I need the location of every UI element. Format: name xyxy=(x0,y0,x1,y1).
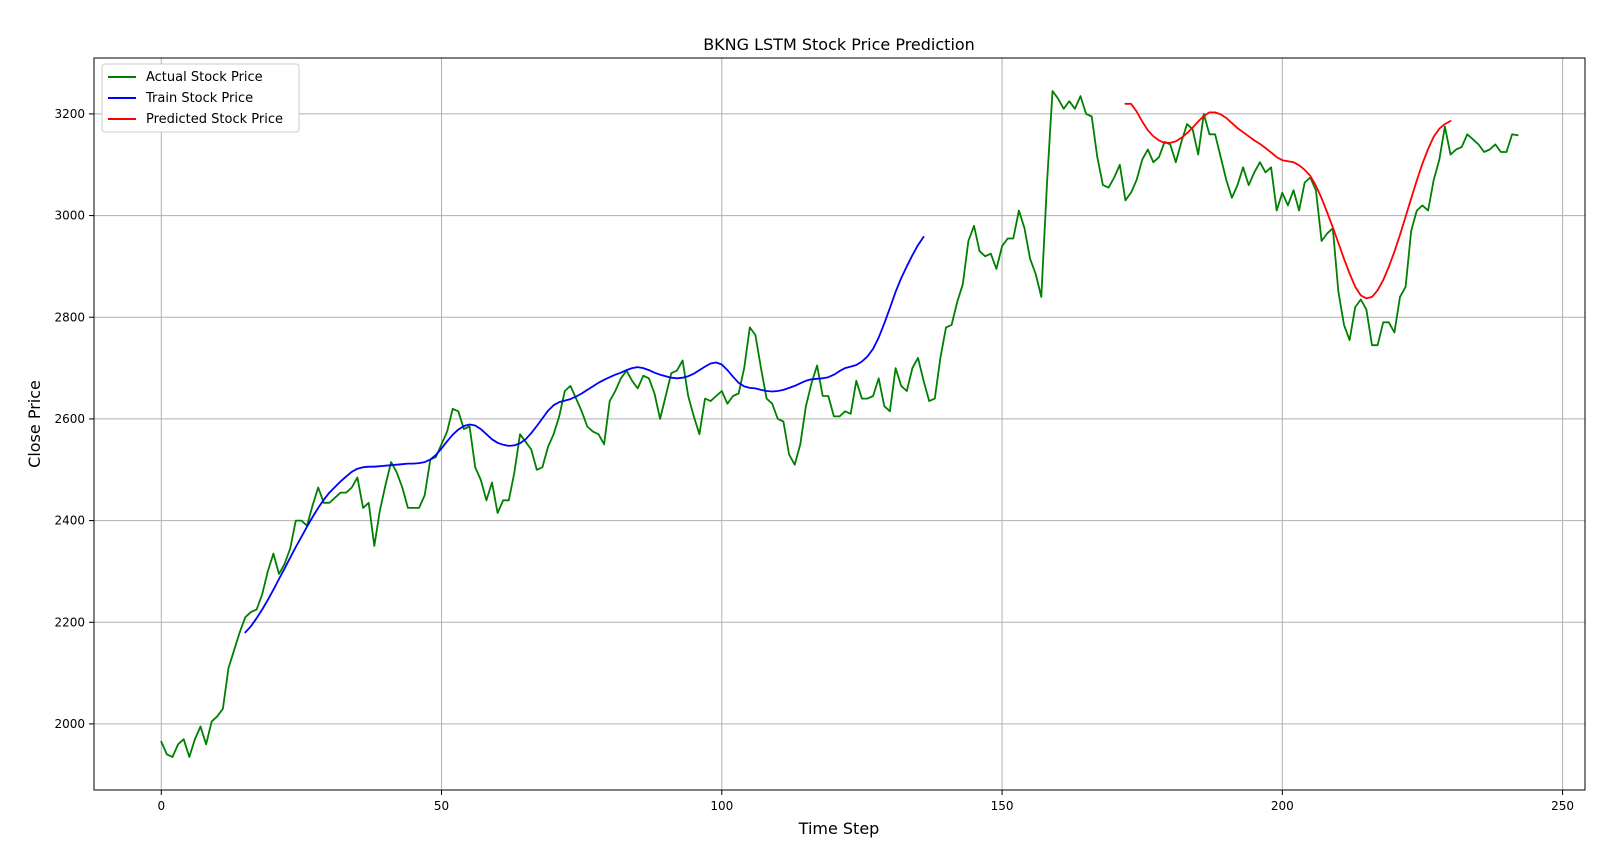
x-tick-label: 100 xyxy=(710,799,733,813)
train-price-line xyxy=(244,235,925,634)
plot-frame xyxy=(93,57,1586,791)
x-tick-label: 250 xyxy=(1551,799,1574,813)
y-tick-label: 2800 xyxy=(54,310,85,324)
legend-label-train: Train Stock Price xyxy=(145,91,253,106)
y-tick-label: 2600 xyxy=(54,412,85,426)
y-tick-label: 2200 xyxy=(54,615,85,629)
x-axis-title: Time Step xyxy=(798,819,880,838)
y-tick-label: 2000 xyxy=(54,717,85,731)
legend: Actual Stock Price Train Stock Price Pre… xyxy=(101,63,300,133)
y-tick-label: 3200 xyxy=(54,107,85,121)
chart-title: BKNG LSTM Stock Price Prediction xyxy=(703,35,975,54)
x-tick-label: 50 xyxy=(434,799,449,813)
actual-price-line xyxy=(160,90,1519,758)
y-axis-title: Close Price xyxy=(25,380,44,468)
x-tick-label: 0 xyxy=(157,799,165,813)
legend-label-actual: Actual Stock Price xyxy=(146,70,263,85)
predicted-price-line xyxy=(1124,102,1452,300)
y-tick-label: 3000 xyxy=(54,209,85,223)
legend-box xyxy=(101,63,300,133)
x-tick-label: 200 xyxy=(1271,799,1294,813)
series-lines xyxy=(160,90,1519,758)
axis-ticks: 0 50 100 150 200 250 2000 2200 2400 2600 2800 3000 3… xyxy=(54,107,1574,813)
x-tick-label: 150 xyxy=(991,799,1014,813)
legend-label-predicted: Predicted Stock Price xyxy=(146,112,283,127)
y-tick-label: 2400 xyxy=(54,514,85,528)
grid-lines xyxy=(94,58,1585,790)
